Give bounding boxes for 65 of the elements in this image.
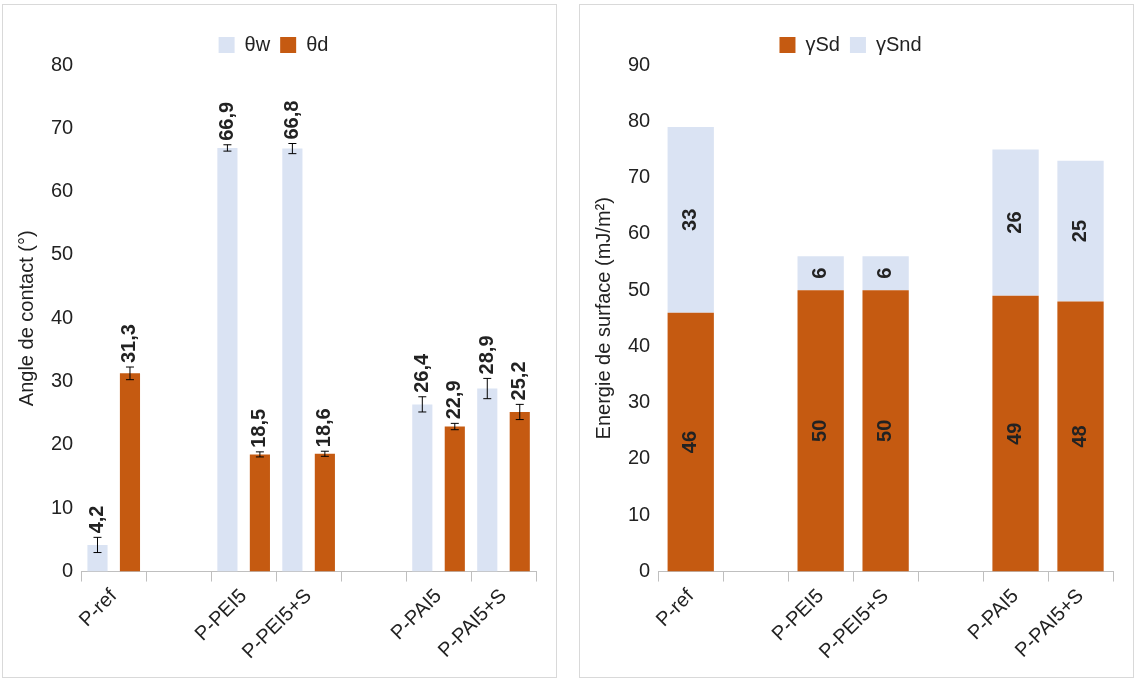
data-label: 18,6 — [312, 408, 335, 448]
legend-label: γSnd — [875, 32, 922, 55]
data-label: 31,3 — [117, 324, 140, 364]
bar — [282, 148, 303, 572]
y-tick-label: 60 — [628, 221, 651, 244]
data-label: 66,9 — [214, 101, 237, 141]
bar — [1057, 160, 1104, 302]
legend-label: γSd — [805, 32, 840, 55]
bar — [992, 149, 1039, 296]
data-label: 18,5 — [247, 408, 270, 448]
y-tick-label: 50 — [628, 277, 651, 300]
y-tick-label: 90 — [628, 52, 651, 75]
data-label: 66,8 — [279, 100, 302, 140]
y-tick-label: 80 — [628, 108, 651, 131]
y-tick-label: 60 — [51, 179, 74, 202]
y-tick-label: 80 — [51, 52, 74, 75]
data-label: 25,2 — [507, 361, 530, 401]
data-label: 28,9 — [474, 335, 497, 375]
bar — [992, 295, 1039, 572]
y-tick-label: 20 — [628, 446, 651, 469]
bar — [217, 147, 238, 572]
data-label: 33 — [678, 208, 701, 231]
y-tick-label: 40 — [51, 305, 74, 328]
data-label: 6 — [873, 267, 896, 279]
bar — [249, 454, 270, 572]
bar — [862, 290, 909, 572]
bar — [412, 404, 433, 572]
y-tick-label: 0 — [639, 559, 651, 582]
bar — [444, 426, 465, 572]
data-label: 50 — [808, 419, 831, 442]
legend-label: θw — [244, 32, 271, 55]
data-label: 50 — [873, 419, 896, 442]
bar — [667, 312, 714, 572]
data-label: 49 — [1003, 422, 1026, 445]
bar — [1057, 301, 1104, 572]
bar — [509, 411, 530, 572]
y-tick-label: 50 — [51, 242, 74, 265]
y-axis-title: Energie de surface (mJ/m²) — [591, 197, 614, 440]
data-label: 26 — [1003, 211, 1026, 234]
bar — [667, 126, 714, 313]
bar — [797, 256, 844, 291]
y-tick-label: 30 — [51, 369, 74, 392]
bar — [119, 373, 141, 572]
y-tick-label: 70 — [51, 115, 74, 138]
legend-label: θd — [306, 32, 329, 55]
data-label: 25 — [1068, 219, 1091, 243]
bar — [862, 256, 909, 291]
data-label: 26,4 — [409, 352, 432, 393]
y-tick-label: 0 — [62, 559, 74, 582]
y-tick-label: 70 — [628, 165, 651, 188]
y-tick-label: 10 — [628, 502, 651, 525]
bar — [314, 453, 335, 572]
bar — [477, 388, 498, 572]
y-axis-title: Angle de contact (°) — [14, 230, 37, 407]
bar — [797, 290, 844, 572]
data-label: 48 — [1068, 425, 1091, 448]
y-tick-label: 30 — [628, 390, 651, 413]
data-label: 22,9 — [442, 380, 465, 420]
y-tick-label: 10 — [51, 495, 74, 518]
y-tick-label: 20 — [51, 432, 74, 455]
data-label: 46 — [678, 430, 701, 454]
data-label: 6 — [808, 267, 831, 279]
data-label: 4,2 — [85, 505, 107, 534]
bar — [87, 544, 108, 572]
y-tick-label: 40 — [628, 333, 651, 356]
